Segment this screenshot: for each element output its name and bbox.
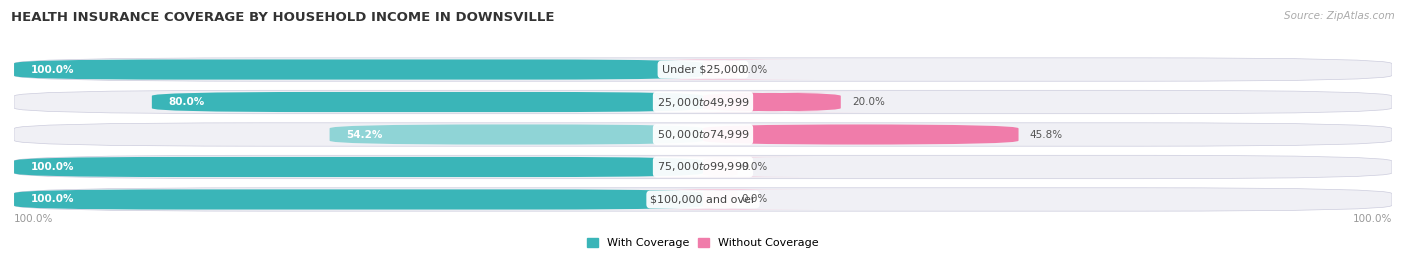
Text: 54.2%: 54.2%: [346, 129, 382, 140]
Text: Under $25,000: Under $25,000: [661, 65, 745, 75]
Text: 100.0%: 100.0%: [1353, 214, 1392, 224]
FancyBboxPatch shape: [152, 92, 703, 112]
FancyBboxPatch shape: [627, 59, 813, 80]
FancyBboxPatch shape: [675, 92, 869, 112]
Text: 100.0%: 100.0%: [14, 214, 53, 224]
FancyBboxPatch shape: [14, 155, 1392, 179]
Text: 45.8%: 45.8%: [1029, 129, 1063, 140]
FancyBboxPatch shape: [329, 125, 703, 144]
Text: 20.0%: 20.0%: [852, 97, 884, 107]
Text: 0.0%: 0.0%: [741, 194, 768, 204]
Text: 0.0%: 0.0%: [741, 162, 768, 172]
Text: 100.0%: 100.0%: [31, 194, 75, 204]
Text: 0.0%: 0.0%: [741, 65, 768, 75]
FancyBboxPatch shape: [14, 58, 1392, 81]
FancyBboxPatch shape: [14, 123, 1392, 146]
FancyBboxPatch shape: [14, 90, 1392, 114]
FancyBboxPatch shape: [14, 157, 703, 177]
Text: $75,000 to $99,999: $75,000 to $99,999: [657, 161, 749, 174]
Text: $50,000 to $74,999: $50,000 to $74,999: [657, 128, 749, 141]
Text: 100.0%: 100.0%: [31, 65, 75, 75]
Text: 80.0%: 80.0%: [169, 97, 205, 107]
Text: $25,000 to $49,999: $25,000 to $49,999: [657, 95, 749, 108]
Text: Source: ZipAtlas.com: Source: ZipAtlas.com: [1284, 11, 1395, 21]
FancyBboxPatch shape: [14, 59, 703, 80]
FancyBboxPatch shape: [627, 189, 813, 210]
Text: 100.0%: 100.0%: [31, 162, 75, 172]
FancyBboxPatch shape: [627, 157, 813, 177]
Text: HEALTH INSURANCE COVERAGE BY HOUSEHOLD INCOME IN DOWNSVILLE: HEALTH INSURANCE COVERAGE BY HOUSEHOLD I…: [11, 11, 555, 24]
FancyBboxPatch shape: [14, 189, 703, 210]
FancyBboxPatch shape: [14, 188, 1392, 211]
FancyBboxPatch shape: [703, 125, 1018, 144]
Legend: With Coverage, Without Coverage: With Coverage, Without Coverage: [582, 234, 824, 253]
Text: $100,000 and over: $100,000 and over: [650, 194, 756, 204]
